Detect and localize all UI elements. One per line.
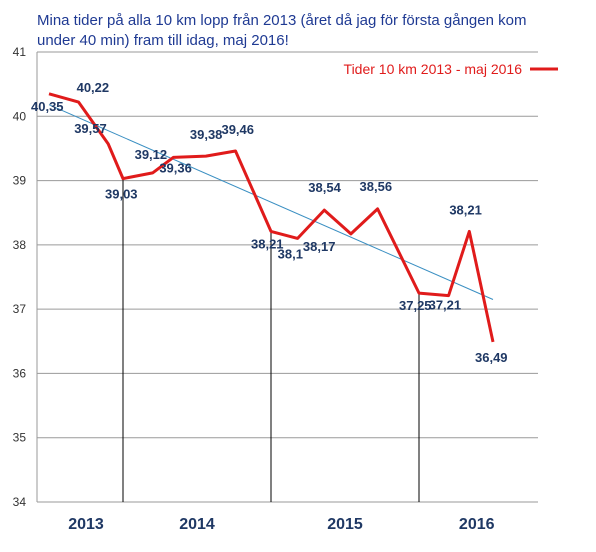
chart-title-line-1: Mina tider på alla 10 km lopp från 2013 … [37, 12, 526, 29]
y-tick-label-41: 41 [13, 45, 27, 59]
series-line [48, 92, 495, 343]
data-label-5: 39,36 [159, 160, 192, 175]
x-label-2015: 2015 [327, 516, 363, 533]
series-polyline [48, 92, 495, 343]
x-axis: 2013 2014 2015 2016 [68, 516, 494, 533]
x-label-2013: 2013 [68, 516, 104, 533]
data-label-9: 38,1 [278, 246, 303, 261]
y-tick-label-36: 36 [13, 366, 27, 380]
year-dividers [122, 178, 420, 502]
y-axis: 34 35 36 37 38 39 40 41 [13, 45, 38, 509]
x-label-2014: 2014 [179, 516, 215, 533]
data-label-4: 39,12 [135, 147, 168, 162]
chart-title-line-2: under 40 min) fram till idag, maj 2016! [37, 32, 289, 49]
data-label-8: 38,21 [251, 236, 284, 251]
y-tick-label-38: 38 [13, 238, 27, 252]
legend-label: Tider 10 km 2013 - maj 2016 [344, 61, 523, 77]
y-tick-label-37: 37 [13, 302, 27, 316]
grid [37, 51, 538, 503]
trendline-segment [48, 104, 494, 300]
data-label-3: 39,03 [105, 187, 138, 202]
data-label-2: 39,57 [74, 121, 107, 136]
y-tick-label-40: 40 [13, 109, 27, 123]
data-label-13: 37,25 [399, 298, 432, 313]
chart-title: Mina tider på alla 10 km lopp från 2013 … [37, 12, 526, 49]
data-label-1: 40,22 [77, 80, 110, 95]
trendline [48, 104, 494, 300]
y-tick-label-34: 34 [13, 495, 27, 509]
data-label-7: 39,46 [221, 122, 254, 137]
y-tick-label-39: 39 [13, 174, 27, 188]
data-label-15: 38,21 [449, 202, 482, 217]
data-label-0: 40,35 [31, 99, 64, 114]
data-label-6: 39,38 [190, 127, 223, 142]
y-tick-label-35: 35 [13, 431, 27, 445]
x-label-2016: 2016 [459, 516, 495, 533]
data-label-16: 36,49 [475, 350, 508, 365]
data-label-12: 38,56 [360, 179, 393, 194]
data-label-10: 38,54 [308, 180, 341, 195]
data-label-11: 38,17 [303, 239, 336, 254]
data-label-14: 37,21 [429, 298, 462, 313]
legend: Tider 10 km 2013 - maj 2016 [344, 61, 558, 77]
